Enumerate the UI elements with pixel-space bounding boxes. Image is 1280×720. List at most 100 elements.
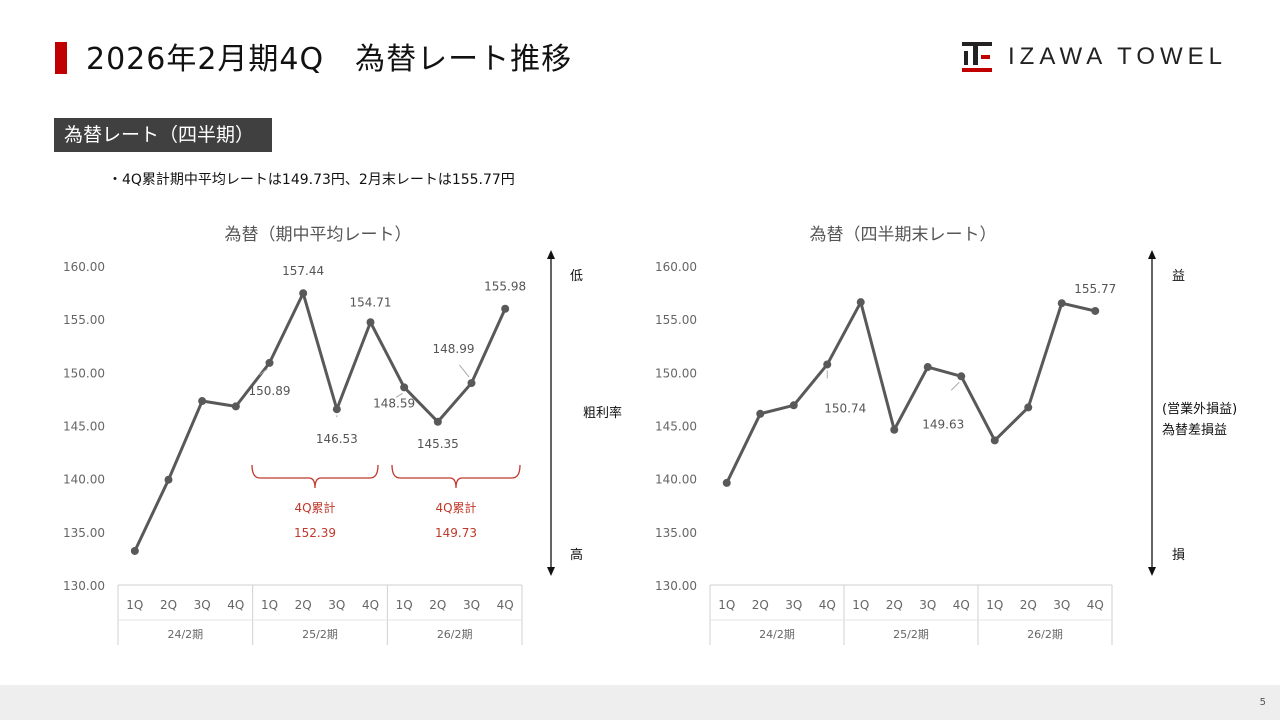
- x-tick-label: 2Q: [886, 598, 903, 612]
- data-label: 146.53: [316, 432, 358, 446]
- chart-title: 為替（四半期末レート）: [810, 225, 997, 245]
- x-tick-label: 3Q: [919, 598, 936, 612]
- x-tick-label: 2Q: [295, 598, 312, 612]
- side-label-middle: 為替差損益: [1162, 422, 1227, 438]
- x-tick-label: 3Q: [328, 598, 345, 612]
- y-tick-label: 155.00: [655, 313, 697, 327]
- data-point: [890, 425, 899, 434]
- y-tick-label: 150.00: [63, 366, 105, 380]
- side-label-top: 益: [1172, 269, 1185, 284]
- y-tick-label: 160.00: [63, 260, 105, 274]
- data-label: 155.98: [484, 280, 526, 294]
- data-point: [923, 363, 932, 372]
- bracket-value: 152.39: [294, 526, 336, 540]
- data-point: [789, 401, 798, 410]
- x-tick-label: 4Q: [362, 598, 379, 612]
- series-line: [133, 291, 507, 552]
- data-point: [198, 397, 207, 406]
- x-group-label: 24/2期: [759, 628, 795, 641]
- x-group-label: 26/2期: [1027, 628, 1063, 641]
- x-tick-label: 2Q: [429, 598, 446, 612]
- data-point: [501, 304, 510, 313]
- company-logo: IZAWA TOWEL: [962, 42, 1227, 72]
- y-tick-label: 155.00: [63, 313, 105, 327]
- data-point: [265, 358, 274, 367]
- data-point: [433, 417, 442, 426]
- x-group-label: 25/2期: [893, 628, 929, 641]
- arrow-down-icon: [547, 567, 555, 576]
- data-label: 145.35: [417, 437, 459, 451]
- arrow-up-icon: [1148, 250, 1156, 259]
- bracket: [251, 464, 379, 489]
- x-tick-label: 2Q: [752, 598, 769, 612]
- data-point: [299, 289, 308, 298]
- data-label: 150.74: [824, 401, 866, 415]
- x-tick-label: 4Q: [819, 598, 836, 612]
- footer-bar: [0, 685, 1280, 720]
- data-label: 148.59: [373, 396, 415, 410]
- x-tick-label: 1Q: [396, 598, 413, 612]
- arrow-down-icon: [1148, 567, 1156, 576]
- data-point: [164, 475, 173, 484]
- series-line: [725, 300, 1096, 484]
- data-label: 154.71: [350, 295, 392, 309]
- data-point: [400, 383, 409, 392]
- data-point: [1057, 299, 1066, 308]
- data-point: [856, 298, 865, 307]
- page-number: 5: [1259, 697, 1266, 708]
- section-label: 為替レート（四半期）: [54, 118, 272, 152]
- y-tick-label: 150.00: [655, 366, 697, 380]
- label-leader-line: [459, 364, 470, 378]
- x-group-label: 26/2期: [437, 628, 473, 641]
- page-title: 2026年2月期4Q 為替レート推移: [86, 42, 573, 77]
- data-label: 150.89: [249, 384, 291, 398]
- x-tick-label: 4Q: [1087, 598, 1104, 612]
- x-tick-label: 1Q: [986, 598, 1003, 612]
- data-point: [1024, 403, 1033, 412]
- data-point: [1091, 306, 1100, 315]
- title-accent-bar: [55, 42, 67, 74]
- y-tick-label: 140.00: [63, 473, 105, 487]
- x-tick-label: 2Q: [1020, 598, 1037, 612]
- bracket-title: 4Q累計: [294, 500, 335, 515]
- data-point: [990, 436, 999, 445]
- arrow-up-icon: [547, 250, 555, 259]
- data-label: 155.77: [1074, 282, 1116, 296]
- data-point: [823, 360, 832, 369]
- side-label-bottom: 損: [1172, 548, 1185, 563]
- summary-text: ・4Q累計期中平均レートは149.73円、2月末レートは155.77円: [108, 172, 515, 188]
- y-tick-label: 145.00: [63, 420, 105, 434]
- data-point: [722, 478, 731, 487]
- x-tick-label: 1Q: [852, 598, 869, 612]
- x-tick-label: 2Q: [160, 598, 177, 612]
- data-point: [332, 405, 341, 414]
- data-label: 148.99: [433, 342, 475, 356]
- data-label: 157.44: [282, 264, 324, 278]
- label-leader-line: [259, 368, 268, 376]
- x-tick-label: 3Q: [785, 598, 802, 612]
- side-label-middle: 粗利率: [583, 405, 622, 421]
- side-label-top: 低: [570, 269, 583, 284]
- y-tick-label: 130.00: [63, 579, 105, 593]
- x-tick-label: 1Q: [261, 598, 278, 612]
- logo-mark-icon: [962, 42, 992, 72]
- label-leader-line: [950, 381, 960, 391]
- data-point: [130, 546, 139, 555]
- y-tick-label: 130.00: [655, 579, 697, 593]
- x-group-label: 25/2期: [302, 628, 338, 641]
- data-point: [366, 318, 375, 327]
- chart-title: 為替（期中平均レート）: [225, 225, 412, 245]
- logo-text: IZAWA TOWEL: [1008, 43, 1228, 70]
- data-point: [231, 402, 240, 411]
- x-tick-label: 3Q: [1053, 598, 1070, 612]
- x-tick-label: 4Q: [227, 598, 244, 612]
- x-tick-label: 3Q: [463, 598, 480, 612]
- y-tick-label: 160.00: [655, 260, 697, 274]
- x-group-label: 24/2期: [167, 628, 203, 641]
- y-tick-label: 135.00: [655, 526, 697, 540]
- label-leader-line: [395, 392, 403, 398]
- data-point: [957, 372, 966, 381]
- y-tick-label: 140.00: [655, 473, 697, 487]
- x-tick-label: 3Q: [194, 598, 211, 612]
- bracket-value: 149.73: [435, 526, 477, 540]
